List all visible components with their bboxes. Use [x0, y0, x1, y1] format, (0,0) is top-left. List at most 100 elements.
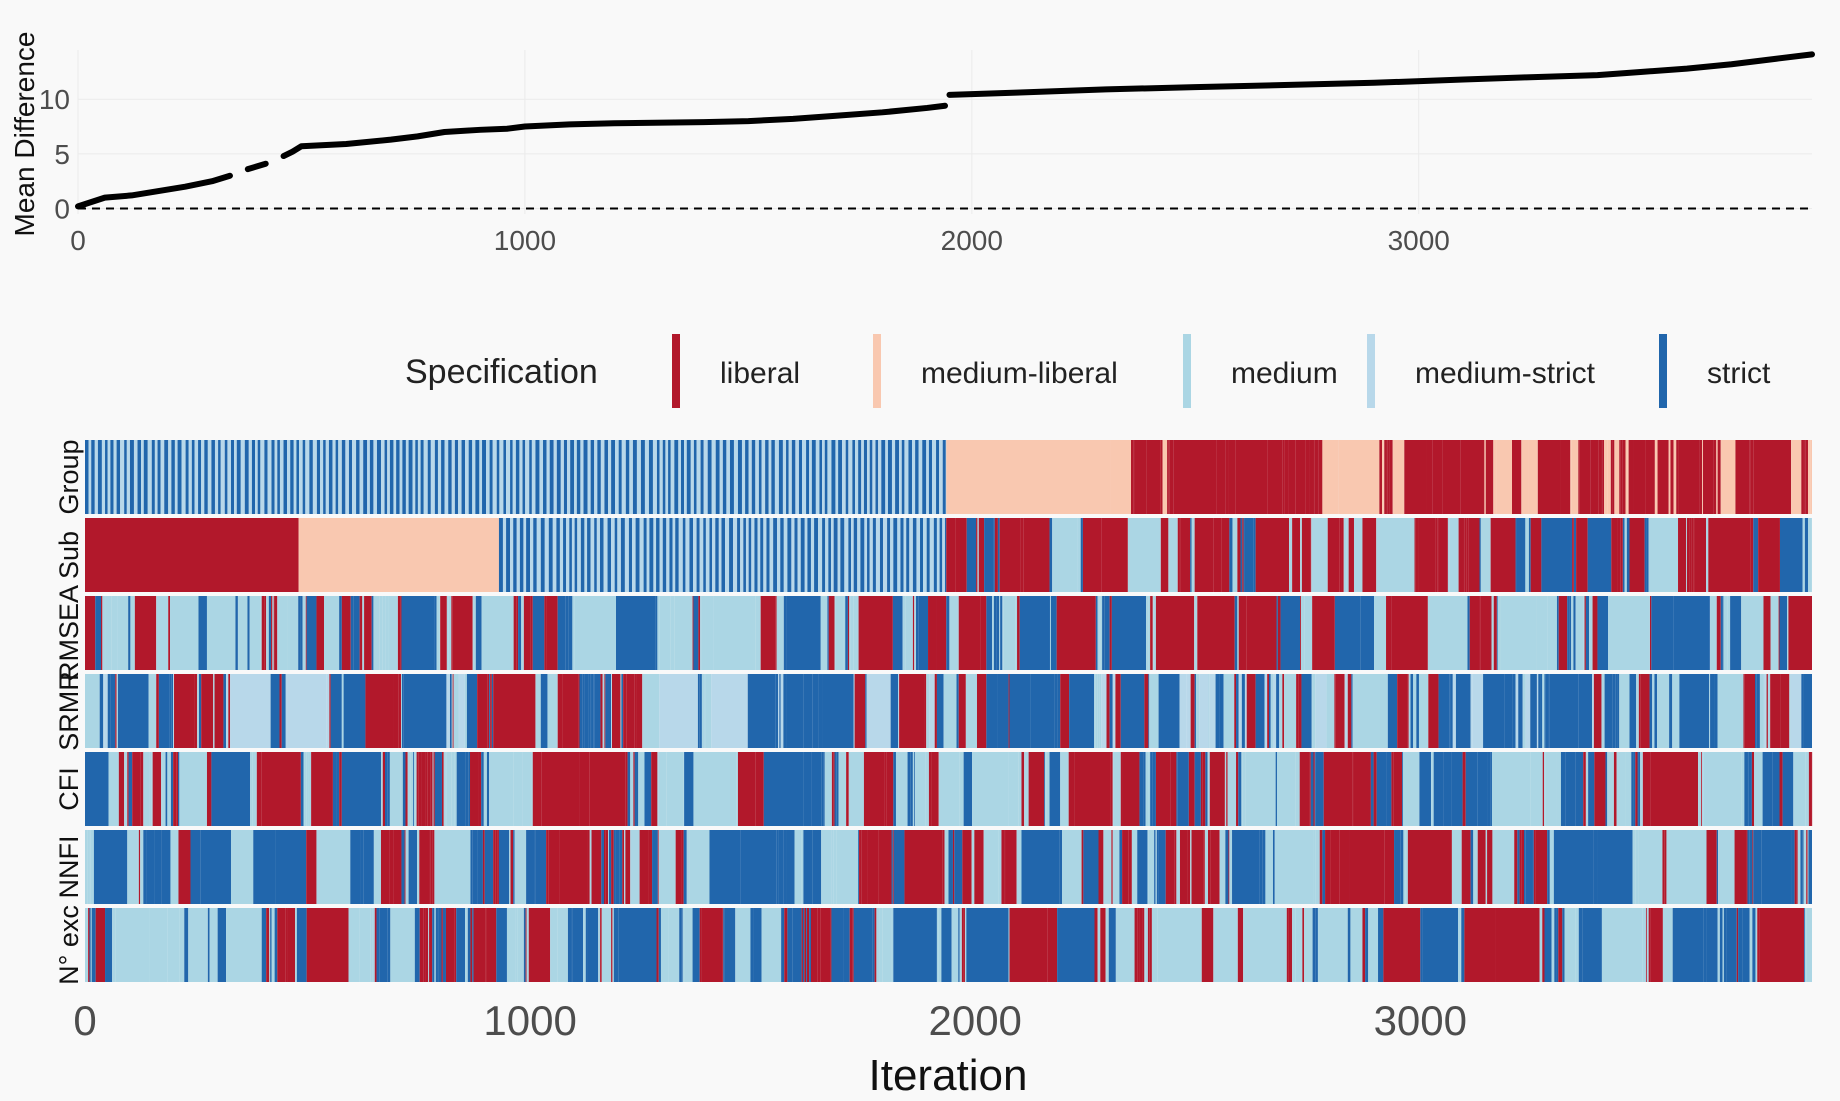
heatmap-cell	[994, 518, 998, 592]
heatmap-cell	[1542, 908, 1545, 982]
heatmap-cell	[1779, 752, 1783, 826]
heatmap-cell	[408, 440, 413, 514]
heatmap-cell	[207, 440, 212, 514]
heatmap-cell	[271, 596, 273, 670]
heatmap-cell	[1487, 830, 1493, 904]
heatmap-cell	[599, 908, 601, 982]
heatmap-cell	[715, 440, 720, 514]
heatmap-cell	[177, 440, 182, 514]
heatmap-cell	[1654, 674, 1658, 748]
heatmap-cell	[713, 596, 754, 670]
heatmap-cell	[1115, 908, 1135, 982]
heatmap-cell	[1428, 674, 1439, 748]
heatmap-cell	[891, 830, 893, 904]
heatmap-cell	[1195, 752, 1201, 826]
heatmap-cell	[103, 674, 105, 748]
heatmap-cell	[824, 752, 832, 826]
heatmap-cell	[1030, 674, 1055, 748]
heatmap-cell	[834, 752, 837, 826]
heatmap-cell	[1703, 908, 1707, 982]
heatmap-cell	[1137, 830, 1148, 904]
heatmap-cell	[776, 596, 784, 670]
heatmap-cell	[546, 830, 549, 904]
heatmap-cell	[472, 908, 474, 982]
heatmap-cell	[594, 518, 597, 592]
heatmap-cell	[1802, 830, 1804, 904]
heatmap-cell	[472, 596, 474, 670]
heatmap-cell	[1102, 596, 1103, 670]
heatmap-cell	[912, 752, 915, 826]
heatmap-cell	[1313, 752, 1315, 826]
heatmap-cell	[1763, 674, 1766, 748]
heatmap-cell	[820, 596, 828, 670]
heatmap-cell	[1238, 596, 1247, 670]
heatmap-cell	[1735, 440, 1740, 514]
heatmap-cell	[993, 596, 997, 670]
heatmap-cell	[587, 518, 591, 592]
heatmap-cell	[1583, 596, 1585, 670]
heatmap-cell	[413, 752, 414, 826]
heatmap-cell	[1568, 596, 1570, 670]
heatmap-cell	[287, 440, 291, 514]
heatmap-cell	[607, 518, 612, 592]
heatmap-cell	[1352, 674, 1388, 748]
heatmap-cell	[178, 830, 191, 904]
heatmap-cell	[127, 830, 138, 904]
heatmap-cell	[1770, 674, 1781, 748]
bottom-x-axis-label: Iteration	[869, 1051, 1028, 1100]
heatmap-cell	[867, 440, 870, 514]
heatmap-cell	[316, 830, 351, 904]
heatmap-cell	[1564, 908, 1576, 982]
heatmap-cell	[170, 596, 199, 670]
heatmap-cell	[740, 518, 744, 592]
heatmap-cell	[473, 596, 476, 670]
heatmap-cell	[1378, 908, 1384, 982]
heatmap-cell	[1580, 908, 1583, 982]
heatmap-cell	[1148, 674, 1150, 748]
heatmap-cell	[1295, 908, 1303, 982]
heatmap-cell	[1592, 596, 1598, 670]
heatmap-cell	[821, 752, 824, 826]
heatmap-cell	[820, 908, 831, 982]
heatmap-cell	[1747, 830, 1750, 904]
heatmap-cell	[244, 440, 249, 514]
heatmap-cell	[415, 440, 418, 514]
heatmap-cell	[479, 440, 483, 514]
heatmap-cell	[171, 674, 174, 748]
heatmap-cell	[95, 596, 102, 670]
heatmap-cell	[570, 440, 575, 514]
heatmap-cell	[1522, 674, 1526, 748]
heatmap-cell	[209, 908, 218, 982]
heatmap-cell	[425, 908, 429, 982]
heatmap-cell	[1241, 752, 1243, 826]
heatmap-cell	[373, 830, 381, 904]
heatmap-cell	[1614, 440, 1620, 514]
heatmap-cell	[600, 674, 603, 748]
heatmap-cell	[515, 440, 520, 514]
heatmap-cell	[339, 752, 342, 826]
heatmap-cell	[1374, 596, 1387, 670]
heatmap-cell	[1631, 752, 1634, 826]
heatmap-cell	[105, 908, 113, 982]
heatmap-cell	[380, 752, 383, 826]
heatmap-cell	[438, 908, 442, 982]
heatmap-cell	[1312, 674, 1316, 748]
heatmap-cell	[448, 440, 452, 514]
heatmap-cell	[1649, 596, 1652, 670]
heatmap-cell	[848, 518, 852, 592]
heatmap-cell	[958, 596, 981, 670]
heatmap-cell	[1272, 830, 1275, 904]
heatmap-cell	[743, 518, 746, 592]
heatmap-cell	[934, 674, 937, 748]
heatmap-cell	[597, 440, 601, 514]
heatmap-cell	[854, 674, 866, 748]
heatmap-cell	[1701, 752, 1703, 826]
heatmap-cell	[387, 752, 390, 826]
heatmap-cell	[1280, 596, 1301, 670]
heatmap-cell	[1493, 596, 1497, 670]
heatmap-cell	[778, 830, 784, 904]
heatmap-cell	[658, 830, 676, 904]
heatmap-cell	[323, 440, 326, 514]
heatmap-cell	[270, 674, 272, 748]
heatmap-cell	[1314, 752, 1316, 826]
